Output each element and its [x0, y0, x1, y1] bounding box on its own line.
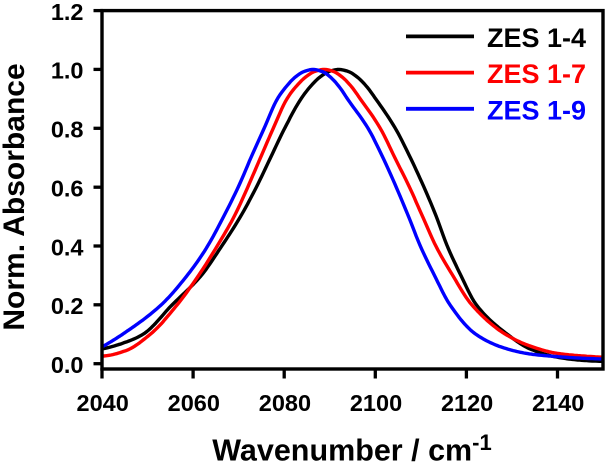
- svg-text:ZES 1-9: ZES 1-9: [487, 95, 586, 125]
- svg-text:2080: 2080: [259, 390, 311, 416]
- svg-text:0.2: 0.2: [51, 293, 84, 319]
- svg-text:ZES 1-7: ZES 1-7: [487, 59, 586, 89]
- svg-text:Wavenumber / cm-1: Wavenumber / cm-1: [212, 430, 491, 468]
- svg-text:1.0: 1.0: [51, 58, 84, 84]
- svg-text:0.8: 0.8: [51, 117, 84, 143]
- svg-text:0.4: 0.4: [51, 234, 84, 260]
- svg-text:Norm. Absorbance: Norm. Absorbance: [0, 63, 31, 330]
- svg-text:0.0: 0.0: [51, 352, 84, 378]
- svg-text:2120: 2120: [441, 390, 493, 416]
- svg-text:ZES 1-4: ZES 1-4: [487, 23, 586, 53]
- svg-text:1.2: 1.2: [51, 0, 84, 25]
- svg-text:0.6: 0.6: [51, 176, 84, 202]
- svg-text:2060: 2060: [168, 390, 220, 416]
- svg-text:2040: 2040: [77, 390, 129, 416]
- svg-text:2140: 2140: [532, 390, 584, 416]
- svg-text:2100: 2100: [350, 390, 402, 416]
